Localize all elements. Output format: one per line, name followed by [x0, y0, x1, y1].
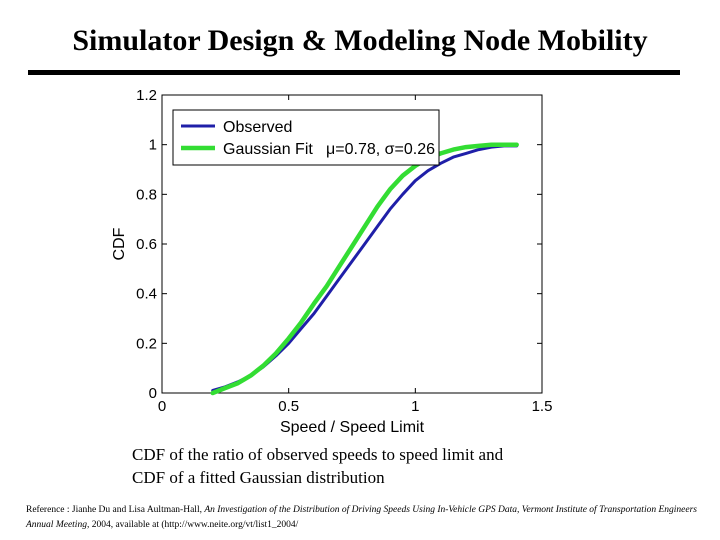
reference-prefix: Reference : Jianhe Du and Lisa Aultman-H…	[26, 505, 205, 515]
y-tick-label: 0.8	[136, 186, 157, 203]
reference-suffix: , 2004, available at (http://www.neite.o…	[86, 520, 299, 530]
y-tick-label: 0	[149, 385, 157, 402]
caption-line-1: CDF of the ratio of observed speeds to s…	[132, 445, 504, 464]
legend-label-gaussian-fit: Gaussian Fit	[223, 141, 313, 158]
legend-label-observed: Observed	[223, 119, 292, 136]
chart-caption: CDF of the ratio of observed speeds to s…	[132, 443, 652, 489]
x-tick-label: 0	[158, 398, 166, 415]
legend-box	[172, 109, 440, 166]
y-tick-label: 0.2	[136, 335, 157, 352]
x-axis-label: Speed / Speed Limit	[280, 419, 425, 436]
fit-parameters-annotation: μ=0.78, σ=0.26	[326, 141, 435, 158]
x-tick-label: 0.5	[278, 398, 299, 415]
reference-work: An Investigation of the Distribution of …	[26, 505, 697, 530]
x-tick-label: 1.5	[532, 398, 553, 415]
y-tick-label: 0.6	[136, 236, 157, 253]
x-tick-label: 1	[411, 398, 419, 415]
y-tick-label: 1.2	[136, 87, 157, 104]
reference-note: Reference : Jianhe Du and Lisa Aultman-H…	[26, 503, 706, 533]
series-line-gaussian-fit	[210, 142, 519, 396]
y-tick-label: 0.4	[136, 286, 157, 303]
slide-title: Simulator Design & Modeling Node Mobilit…	[72, 24, 648, 57]
y-axis-label: CDF	[111, 227, 128, 260]
cdf-chart: 0 0.5 1 1.5 0 0.2 0.4 0.6 0.8 1 1.2 Speed / Speed L…	[111, 87, 553, 436]
title-rule	[28, 70, 680, 75]
caption-line-2: CDF of a fitted Gaussian distribution	[132, 468, 385, 487]
series-line-observed	[211, 144, 519, 392]
y-tick-label: 1	[149, 137, 157, 154]
